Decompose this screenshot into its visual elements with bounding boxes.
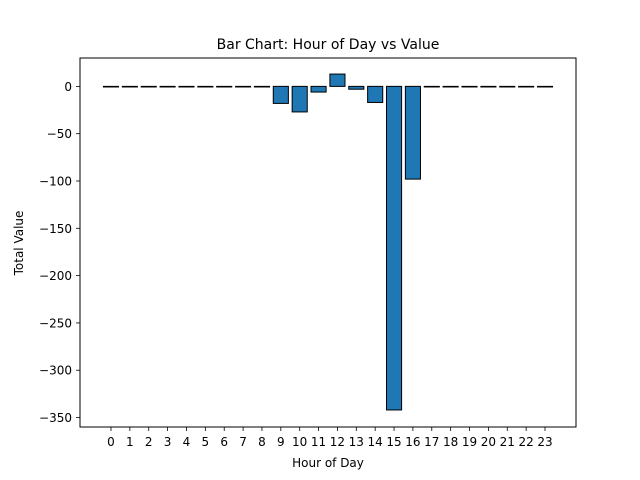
bar-hour-5 bbox=[197, 85, 214, 88]
x-tick-label: 10 bbox=[292, 435, 307, 449]
x-tick-label: 3 bbox=[164, 435, 172, 449]
x-tick-label: 9 bbox=[277, 435, 285, 449]
y-tick-label: 0 bbox=[64, 80, 72, 94]
bar-hour-18 bbox=[442, 85, 459, 88]
x-axis-label: Hour of Day bbox=[292, 456, 364, 470]
y-tick-label: −200 bbox=[39, 269, 72, 283]
bar-hour-13 bbox=[348, 85, 365, 90]
bars-group bbox=[102, 73, 554, 411]
bar-hour-4 bbox=[178, 85, 195, 88]
y-tick-label: −250 bbox=[39, 316, 72, 330]
x-axis: 0 1 2 3 4 5 6 7 8 9 10 11 12 13 14 15 16 17 18 19 20 21 22 23 bbox=[107, 427, 553, 449]
bar-hour-1 bbox=[121, 85, 138, 88]
x-tick-label: 23 bbox=[537, 435, 552, 449]
chart-title: Bar Chart: Hour of Day vs Value bbox=[217, 37, 440, 53]
y-tick-label: −300 bbox=[39, 364, 72, 378]
y-tick-label: −350 bbox=[39, 411, 72, 425]
y-tick-label: −150 bbox=[39, 222, 72, 236]
bar-hour-11 bbox=[310, 85, 327, 93]
x-tick-label: 6 bbox=[220, 435, 228, 449]
bar-hour-12 bbox=[329, 73, 346, 87]
x-tick-label: 13 bbox=[349, 435, 364, 449]
bar-hour-7 bbox=[235, 85, 252, 88]
bar-hour-19 bbox=[461, 85, 478, 88]
x-tick-label: 4 bbox=[183, 435, 191, 449]
plot-frame bbox=[79, 57, 577, 428]
bar-hour-22 bbox=[518, 85, 535, 88]
bar-hour-21 bbox=[499, 85, 516, 88]
bar-hour-14 bbox=[367, 85, 384, 103]
bar-hour-0 bbox=[102, 85, 120, 88]
x-tick-label: 5 bbox=[202, 435, 210, 449]
y-tick-label: −50 bbox=[47, 127, 72, 141]
x-tick-label: 11 bbox=[311, 435, 326, 449]
x-tick-label: 20 bbox=[481, 435, 496, 449]
x-tick-label: 19 bbox=[462, 435, 477, 449]
x-tick-label: 17 bbox=[424, 435, 439, 449]
bar-hour-20 bbox=[480, 85, 497, 88]
x-tick-label: 2 bbox=[145, 435, 153, 449]
bar-hour-3 bbox=[159, 85, 176, 88]
y-axis: 0 −50 −100 −150 −200 −250 −300 −350 bbox=[39, 80, 80, 425]
x-tick-label: 22 bbox=[518, 435, 533, 449]
bar-hour-6 bbox=[216, 85, 233, 88]
x-tick-label: 18 bbox=[443, 435, 458, 449]
x-tick-label: 16 bbox=[405, 435, 420, 449]
x-tick-label: 12 bbox=[330, 435, 345, 449]
bar-hour-9 bbox=[272, 85, 289, 104]
bar-hour-10 bbox=[291, 85, 308, 113]
x-tick-label: 7 bbox=[239, 435, 247, 449]
bar-hour-2 bbox=[140, 85, 157, 88]
x-tick-label: 15 bbox=[386, 435, 401, 449]
x-tick-label: 14 bbox=[368, 435, 383, 449]
bar-hour-16 bbox=[404, 85, 421, 180]
bar-hour-17 bbox=[423, 85, 440, 88]
x-tick-label: 21 bbox=[500, 435, 515, 449]
y-tick-label: −100 bbox=[39, 175, 72, 189]
bar-hour-23 bbox=[536, 85, 554, 88]
x-tick-label: 8 bbox=[258, 435, 266, 449]
bar-hour-15 bbox=[386, 85, 403, 411]
x-tick-label: 1 bbox=[126, 435, 134, 449]
y-axis-label: Total Value bbox=[12, 211, 26, 277]
x-tick-label: 0 bbox=[107, 435, 115, 449]
bar-hour-8 bbox=[253, 85, 271, 88]
